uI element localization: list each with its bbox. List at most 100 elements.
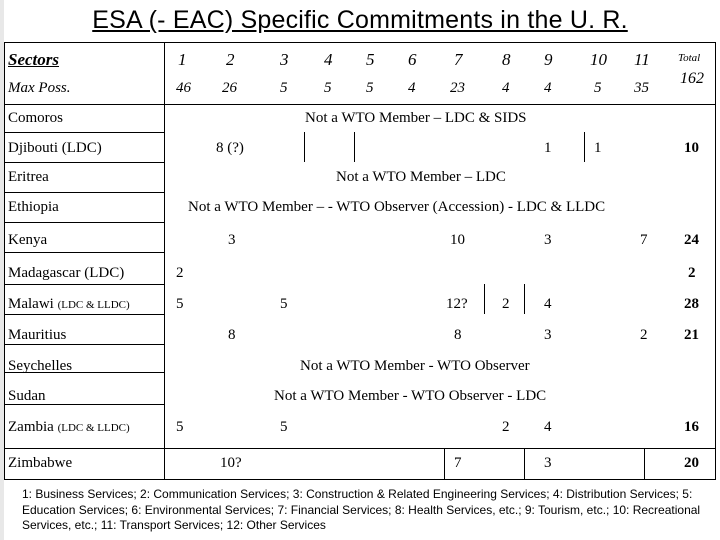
row-total: 20 — [684, 455, 699, 471]
table-cell: 4 — [544, 296, 552, 312]
max-value: 4 — [408, 80, 416, 96]
table-cell: 3 — [228, 232, 236, 248]
table-col-divider — [644, 448, 645, 480]
country-name: Seychelles — [8, 358, 73, 374]
status-note: Not a WTO Member – - WTO Observer (Acces… — [188, 199, 606, 215]
sector-number: 9 — [544, 50, 553, 69]
max-value: 5 — [280, 80, 288, 96]
table-cell: 2 — [176, 265, 184, 281]
max-value: 23 — [450, 80, 465, 96]
max-poss-label: Max Poss. — [8, 80, 71, 96]
table-cell: 8 (?) — [216, 140, 244, 156]
table-cell: 8 — [228, 327, 236, 343]
table-row-divider — [4, 314, 164, 315]
table-col-divider — [444, 448, 445, 480]
table-cell: 5 — [176, 296, 184, 312]
sector-number: 8 — [502, 50, 511, 69]
row-total: 24 — [684, 232, 699, 248]
max-value: 4 — [544, 80, 552, 96]
table-col-divider — [164, 42, 165, 480]
table-col-divider — [484, 284, 485, 314]
max-value: 5 — [324, 80, 332, 96]
table-row-divider — [4, 252, 164, 253]
row-total: 2 — [688, 265, 696, 281]
table-cell: 12? — [446, 296, 468, 312]
table-cell: 5 — [280, 419, 288, 435]
table-cell: 1 — [594, 140, 602, 156]
table-row-divider — [4, 284, 164, 285]
table-row-divider — [4, 104, 716, 105]
table-row-divider — [4, 162, 164, 163]
country-status-suffix: (LDC & LLDC) — [57, 422, 130, 434]
table-cell: 4 — [544, 419, 552, 435]
sector-number: 7 — [454, 50, 463, 69]
page-title: ESA (- EAC) Specific Commitments in the … — [92, 6, 628, 34]
country-name-main: Malawi — [8, 296, 54, 312]
table-cell: 3 — [544, 232, 552, 248]
table-col-divider — [524, 284, 525, 314]
country-name: Mauritius — [8, 327, 67, 343]
country-name: Ethiopia — [8, 199, 59, 215]
country-name: Zambia (LDC & LLDC) — [8, 419, 130, 436]
status-note: Not a WTO Member – LDC & SIDS — [305, 110, 527, 126]
table-row-divider — [4, 404, 164, 405]
sector-number: 1 — [178, 50, 187, 69]
table-row-divider — [4, 222, 164, 223]
commitments-table — [4, 42, 716, 480]
row-total: 10 — [684, 140, 699, 156]
table-cell: 8 — [454, 327, 462, 343]
max-value: 5 — [594, 80, 602, 96]
sector-number: 3 — [280, 50, 289, 69]
left-edge-bar — [0, 0, 4, 540]
sector-number: 10 — [590, 50, 607, 69]
table-col-divider — [354, 132, 355, 162]
sector-number: 5 — [366, 50, 375, 69]
table-cell: 2 — [640, 327, 648, 343]
sectors-header: Sectors — [8, 50, 59, 69]
row-total: 16 — [684, 419, 699, 435]
country-name: Djibouti (LDC) — [8, 140, 102, 156]
country-name: Malawi (LDC & LLDC) — [8, 296, 130, 313]
max-value: 46 — [176, 80, 191, 96]
table-row-divider — [4, 448, 716, 449]
table-cell: 2 — [502, 296, 510, 312]
table-row-divider — [4, 344, 164, 345]
status-note: Not a WTO Member - WTO Observer - LDC — [274, 388, 547, 404]
max-value: 5 — [366, 80, 374, 96]
table-cell: 1 — [544, 140, 552, 156]
max-value: 4 — [502, 80, 510, 96]
country-name: Madagascar (LDC) — [8, 265, 125, 281]
max-value: 35 — [634, 80, 649, 96]
sector-number: 6 — [408, 50, 417, 69]
country-name: Zimbabwe — [8, 455, 73, 471]
table-border-bottom — [4, 479, 716, 480]
country-status-suffix: (LDC & LLDC) — [57, 299, 130, 311]
table-border-right — [715, 42, 716, 480]
table-cell: 5 — [176, 419, 184, 435]
country-name-main: Zambia — [8, 419, 54, 435]
sector-number: 4 — [324, 50, 333, 69]
footnote: 1: Business Services; 2: Communication S… — [22, 487, 701, 532]
sector-number: 11 — [634, 50, 650, 69]
table-cell: 3 — [544, 327, 552, 343]
table-cell: 7 — [454, 455, 462, 471]
table-border-left — [4, 42, 5, 480]
table-col-divider — [304, 132, 305, 162]
country-name: Kenya — [8, 232, 48, 248]
max-total: 162 — [680, 70, 704, 87]
table-row-divider — [4, 132, 164, 133]
table-col-divider — [584, 132, 585, 162]
table-cell: 3 — [544, 455, 552, 471]
total-header: Total — [678, 52, 701, 64]
table-row-divider — [4, 192, 164, 193]
status-note: Not a WTO Member - WTO Observer — [300, 358, 530, 374]
table-cell: 5 — [280, 296, 288, 312]
row-total: 28 — [684, 296, 699, 312]
table-cell: 10? — [220, 455, 242, 471]
table-cell: 7 — [640, 232, 648, 248]
table-cell: 10 — [450, 232, 465, 248]
country-name: Eritrea — [8, 169, 49, 185]
country-name: Comoros — [8, 110, 64, 126]
table-row-divider — [4, 372, 164, 373]
country-name: Sudan — [8, 388, 46, 404]
